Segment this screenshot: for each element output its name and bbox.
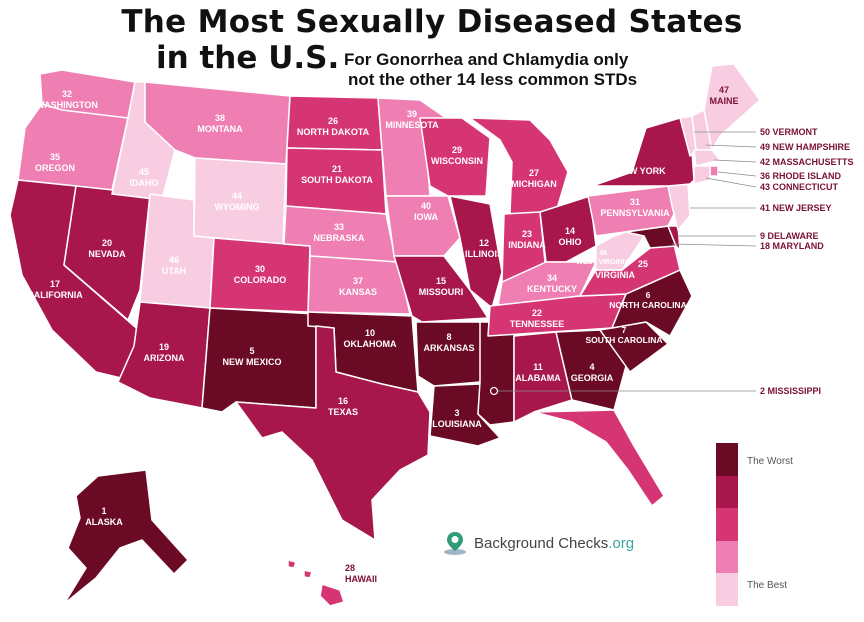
brand-name: Background Checks.org: [474, 534, 635, 552]
state-rhode-island: [709, 165, 719, 177]
state-mississippi: [477, 321, 515, 426]
label-iowa: 40 IOWA: [414, 201, 438, 222]
label-nebraska: 33 NEBRASKA: [313, 222, 365, 243]
label-hawaii: 28 HAWAII: [345, 563, 377, 584]
label-california: 17 CALIFORNIA: [27, 279, 83, 300]
callout-delaware: 9 DELAWARE: [760, 231, 819, 241]
label-colorado: 30 COLORADO: [234, 264, 287, 285]
page-title: The Most Sexually Diseased States: [121, 4, 743, 40]
leader-new-hampshire: [705, 144, 757, 148]
leader-connecticut: [705, 177, 757, 188]
label-arkansas: 8 ARKANSAS: [423, 332, 474, 353]
callout-massachusetts: 42 MASSACHUSETTS: [760, 157, 854, 167]
label-tennessee: 22 TENNESSEE: [510, 308, 565, 329]
label-florida: 24 FLORIDA: [598, 475, 638, 496]
subtitle: For Gonorrhea and Chlamydia only not the…: [344, 50, 637, 90]
label-south-carolina: 7 SOUTH CAROLINA: [586, 325, 663, 345]
legend-swatch-4: [716, 540, 738, 573]
label-kansas: 37 KANSAS: [339, 276, 377, 297]
label-oregon: 35 OREGON: [35, 152, 75, 173]
label-oklahoma: 10 OKLAHOMA: [344, 328, 397, 349]
label-georgia: 4 GEORGIA: [571, 362, 614, 383]
leader-rhode-island: [717, 171, 757, 177]
state-connecticut: [693, 165, 711, 185]
callout-vermont: 50 VERMONT: [760, 127, 818, 137]
label-washington: 32 WASHINGTON: [36, 89, 98, 110]
subtitle-line1: For Gonorrhea and Chlamydia only: [344, 50, 629, 69]
state-oregon: [17, 103, 129, 191]
label-south-dakota: 21 SOUTH DAKOTA: [301, 164, 373, 185]
label-montana: 38 MONTANA: [197, 113, 243, 134]
label-arizona: 19 ARIZONA: [144, 342, 185, 363]
legend-swatch-2: [716, 475, 738, 508]
label-north-dakota: 26 NORTH DAKOTA: [297, 116, 370, 137]
label-louisiana: 3 LOUISIANA: [432, 408, 482, 429]
callout-rhode-island: 36 RHODE ISLAND: [760, 171, 842, 181]
page-title-line2: in the U.S.: [156, 40, 340, 76]
legend-best-label: The Best: [747, 580, 788, 591]
label-ohio: 14 OHIO: [558, 226, 581, 247]
callout-mississippi: 2 MISSISSIPPI: [760, 386, 821, 396]
label-maine: 47 MAINE: [710, 85, 739, 106]
label-alaska: 1 ALASKA: [85, 506, 123, 527]
label-wisconsin: 29 WISCONSIN: [431, 145, 483, 166]
callout-maryland: 18 MARYLAND: [760, 241, 824, 251]
label-west-virginia: 48 WEST VIRGINIA: [576, 250, 629, 266]
leader-maryland: [671, 243, 757, 247]
state-missouri: [393, 255, 489, 323]
state-hawaii-2: [287, 559, 297, 569]
label-virginia: 25 VIRGINIA: [595, 259, 648, 280]
label-illinois: 12 ILLINOIS: [465, 238, 503, 259]
label-new-york: 13 NEW YORK: [616, 155, 666, 176]
label-nevada: 20 NEVADA: [88, 238, 126, 259]
state-massachusetts: [693, 149, 721, 167]
legend-worst-label: The Worst: [747, 456, 793, 467]
callout-connecticut: 43 CONNECTICUT: [760, 182, 839, 192]
callout-new-jersey: 41 NEW JERSEY: [760, 203, 832, 213]
label-new-mexico: 5 NEW MEXICO: [222, 346, 281, 367]
label-utah: 46 UTAH: [162, 255, 186, 276]
label-michigan: 27 MICHIGAN: [511, 168, 557, 189]
state-wisconsin: [419, 117, 491, 197]
label-texas: 16 TEXAS: [328, 396, 358, 417]
label-pennsylvania: 31 PENNSYLVANIA: [600, 197, 670, 218]
label-missouri: 15 MISSOURI: [419, 276, 464, 297]
state-georgia: [555, 329, 627, 411]
label-alabama: 11 ALABAMA: [515, 362, 561, 383]
legend: The Worst The Best: [716, 443, 812, 606]
state-ohio: [539, 195, 597, 263]
state-pennsylvania: [587, 185, 679, 237]
legend-swatch-1: [716, 443, 738, 476]
state-alabama: [513, 331, 573, 423]
brand-logo: Background Checks.org: [442, 530, 634, 556]
subtitle-line2: not the other 14 less common STDs: [348, 70, 638, 89]
legend-swatch-5: [716, 573, 738, 606]
leader-massachusetts: [713, 159, 757, 163]
state-kansas: [307, 255, 411, 315]
label-minnesota: 39 MINNESOTA: [385, 109, 439, 130]
mississippi-marker: [489, 386, 499, 396]
state-hawaii-1: [319, 583, 345, 607]
state-hawaii-3: [303, 569, 313, 579]
label-north-carolina: 6 NORTH CAROLINA: [609, 290, 686, 310]
label-indiana: 23 INDIANA: [508, 229, 546, 250]
state-iowa: [385, 195, 461, 257]
state-maine: [703, 63, 761, 151]
location-pin-icon: [444, 532, 466, 555]
legend-swatch-3: [716, 508, 738, 541]
state-florida: [533, 409, 665, 507]
state-arkansas: [415, 321, 487, 387]
state-wyoming: [193, 157, 287, 245]
label-kentucky: 34 KENTUCKY: [527, 273, 577, 294]
state-texas: [235, 325, 431, 541]
callout-new-hampshire: 49 NEW HAMPSHIRE: [760, 142, 850, 152]
label-wyoming: 44 WYOMING: [215, 191, 260, 212]
state-alaska: [63, 469, 189, 605]
label-idaho: 45 IDAHO: [130, 167, 159, 188]
